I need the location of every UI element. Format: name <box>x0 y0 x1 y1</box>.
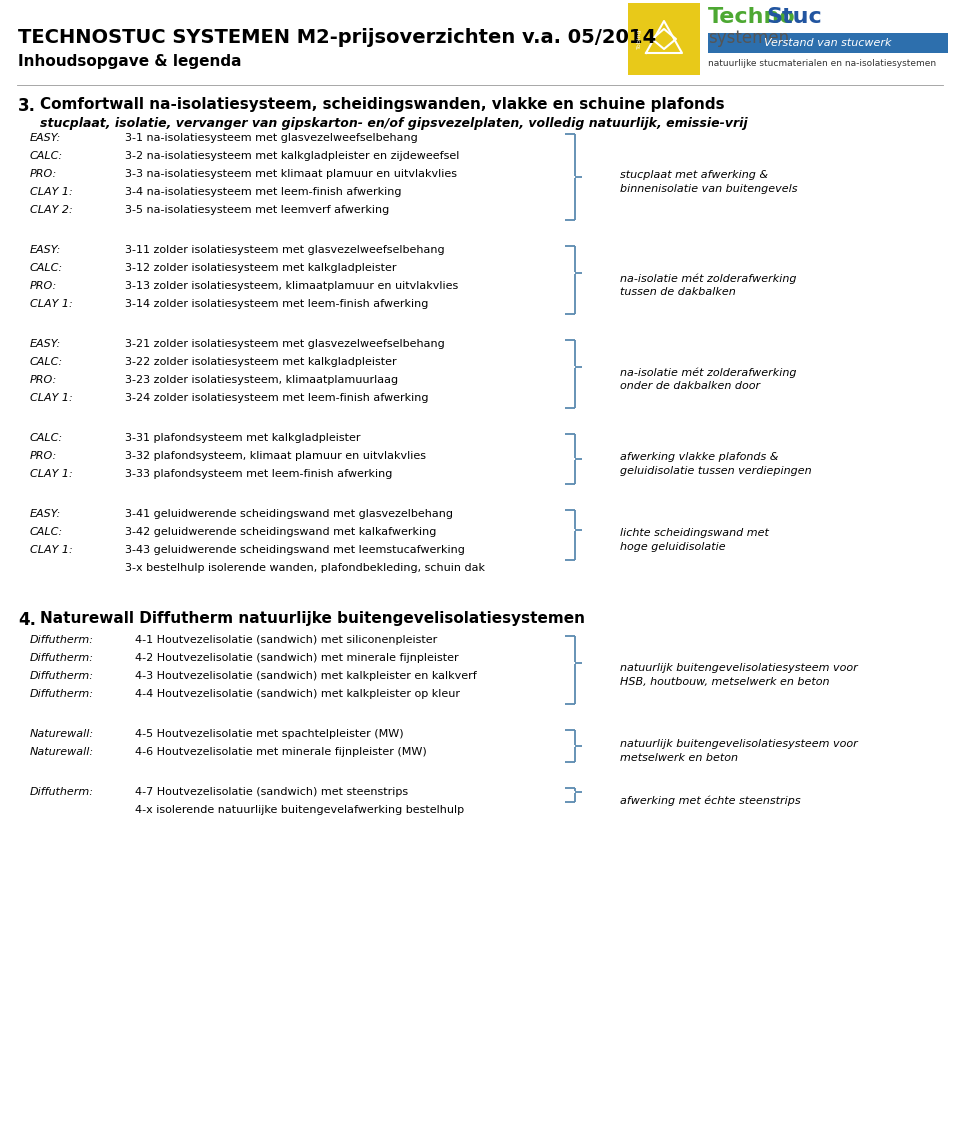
Text: 3-3 na-isolatiesysteem met klimaat plamuur en uitvlakvlies: 3-3 na-isolatiesysteem met klimaat plamu… <box>125 169 457 179</box>
Text: Verstand van stucwerk: Verstand van stucwerk <box>764 39 892 48</box>
Text: 4-3 Houtvezelisolatie (sandwich) met kalkpleister en kalkverf: 4-3 Houtvezelisolatie (sandwich) met kal… <box>135 671 477 681</box>
Text: 4.: 4. <box>18 611 36 629</box>
Text: natuurlijk buitengevelisolatiesysteem voor: natuurlijk buitengevelisolatiesysteem vo… <box>620 663 857 673</box>
Text: CLAY 1:: CLAY 1: <box>30 545 73 555</box>
Bar <box>708 33 948 53</box>
Text: TECHNOSTUC SYSTEMEN M2-prijsoverzichten v.a. 05/2014: TECHNOSTUC SYSTEMEN M2-prijsoverzichten … <box>18 28 656 46</box>
Text: 3-11 zolder isolatiesysteem met glasvezelweefselbehang: 3-11 zolder isolatiesysteem met glasveze… <box>125 245 444 255</box>
Text: Naturewall Diffutherm natuurlijke buitengevelisolatiesystemen: Naturewall Diffutherm natuurlijke buiten… <box>40 611 585 627</box>
Text: Inhoudsopgave & legenda: Inhoudsopgave & legenda <box>18 54 242 69</box>
Text: CLAY 1:: CLAY 1: <box>30 187 73 197</box>
Text: PRO:: PRO: <box>30 375 58 385</box>
Text: 3-43 geluidwerende scheidingswand met leemstucafwerking: 3-43 geluidwerende scheidingswand met le… <box>125 545 465 555</box>
Text: 3-5 na-isolatiesysteem met leemverf afwerking: 3-5 na-isolatiesysteem met leemverf afwe… <box>125 205 389 215</box>
Text: Diffutherm:: Diffutherm: <box>30 787 94 796</box>
Text: CALC:: CALC: <box>30 433 63 443</box>
Text: CLAY 2:: CLAY 2: <box>30 205 73 215</box>
Text: 4-2 Houtvezelisolatie (sandwich) met minerale fijnpleister: 4-2 Houtvezelisolatie (sandwich) met min… <box>135 653 459 663</box>
Text: CLAY 1:: CLAY 1: <box>30 299 73 309</box>
Text: PRO:: PRO: <box>30 281 58 291</box>
Text: geluidisolatie tussen verdiepingen: geluidisolatie tussen verdiepingen <box>620 466 811 476</box>
Text: Naturewall:: Naturewall: <box>30 729 94 739</box>
Bar <box>628 3 700 75</box>
Text: afwerking met échte steenstrips: afwerking met échte steenstrips <box>620 795 801 806</box>
Text: 3-24 zolder isolatiesysteem met leem-finish afwerking: 3-24 zolder isolatiesysteem met leem-fin… <box>125 393 428 403</box>
Text: 3-13 zolder isolatiesysteem, klimaatplamuur en uitvlakvlies: 3-13 zolder isolatiesysteem, klimaatplam… <box>125 281 458 291</box>
Text: 3-22 zolder isolatiesysteem met kalkgladpleister: 3-22 zolder isolatiesysteem met kalkglad… <box>125 357 396 367</box>
Text: 4-1 Houtvezelisolatie (sandwich) met siliconenpleister: 4-1 Houtvezelisolatie (sandwich) met sil… <box>135 634 437 645</box>
Text: 3-12 zolder isolatiesysteem met kalkgladpleister: 3-12 zolder isolatiesysteem met kalkglad… <box>125 263 396 273</box>
Text: EASY:: EASY: <box>30 133 61 143</box>
Text: CALC:: CALC: <box>30 263 63 273</box>
Text: 4-7 Houtvezelisolatie (sandwich) met steenstrips: 4-7 Houtvezelisolatie (sandwich) met ste… <box>135 787 408 796</box>
Text: onder de dakbalken door: onder de dakbalken door <box>620 381 760 391</box>
Text: 3-42 geluidwerende scheidingswand met kalkafwerking: 3-42 geluidwerende scheidingswand met ka… <box>125 527 437 537</box>
Text: na-isolatie mét zolderafwerking: na-isolatie mét zolderafwerking <box>620 367 797 377</box>
Text: 4-5 Houtvezelisolatie met spachtelpleister (MW): 4-5 Houtvezelisolatie met spachtelpleist… <box>135 729 403 739</box>
Text: 3-1 na-isolatiesysteem met glasvezelweefselbehang: 3-1 na-isolatiesysteem met glasvezelweef… <box>125 133 418 143</box>
Text: na-isolatie mét zolderafwerking: na-isolatie mét zolderafwerking <box>620 273 797 283</box>
Text: hoge geluidisolatie: hoge geluidisolatie <box>620 542 726 552</box>
Text: Diffutherm:: Diffutherm: <box>30 689 94 699</box>
Text: systemen: systemen <box>708 29 789 46</box>
Text: Diffutherm:: Diffutherm: <box>30 653 94 663</box>
Text: 4-x isolerende natuurlijke buitengevelafwerking bestelhulp: 4-x isolerende natuurlijke buitengevelaf… <box>135 806 464 815</box>
Text: 3-23 zolder isolatiesysteem, klimaatplamuurlaag: 3-23 zolder isolatiesysteem, klimaatplam… <box>125 375 398 385</box>
Text: tussen de dakbalken: tussen de dakbalken <box>620 287 735 297</box>
Text: PRO:: PRO: <box>30 169 58 179</box>
Text: 4-4 Houtvezelisolatie (sandwich) met kalkpleister op kleur: 4-4 Houtvezelisolatie (sandwich) met kal… <box>135 689 460 699</box>
Text: Comfortwall na-isolatiesysteem, scheidingswanden, vlakke en schuine plafonds: Comfortwall na-isolatiesysteem, scheidin… <box>40 97 725 112</box>
Text: 3-21 zolder isolatiesysteem met glasvezelweefselbehang: 3-21 zolder isolatiesysteem met glasveze… <box>125 339 444 349</box>
Text: Naturewall:: Naturewall: <box>30 747 94 757</box>
Text: afwerking vlakke plafonds &: afwerking vlakke plafonds & <box>620 452 779 462</box>
Text: stucplaat, isolatie, vervanger van gipskarton- en/of gipsvezelplaten, volledig n: stucplaat, isolatie, vervanger van gipsk… <box>40 117 748 130</box>
Text: Techno: Techno <box>708 7 796 27</box>
Text: lichte scheidingswand met: lichte scheidingswand met <box>620 528 769 538</box>
Text: stucplaat met afwerking &: stucplaat met afwerking & <box>620 170 768 180</box>
Text: 3-14 zolder isolatiesysteem met leem-finish afwerking: 3-14 zolder isolatiesysteem met leem-fin… <box>125 299 428 309</box>
Text: CALC:: CALC: <box>30 357 63 367</box>
Text: 3-41 geluidwerende scheidingswand met glasvezelbehang: 3-41 geluidwerende scheidingswand met gl… <box>125 509 453 519</box>
Text: Tobing: Tobing <box>637 28 642 49</box>
Text: 3-4 na-isolatiesysteem met leem-finish afwerking: 3-4 na-isolatiesysteem met leem-finish a… <box>125 187 401 197</box>
Text: 3-2 na-isolatiesysteem met kalkgladpleister en zijdeweefsel: 3-2 na-isolatiesysteem met kalkgladpleis… <box>125 151 460 161</box>
Text: 4-6 Houtvezelisolatie met minerale fijnpleister (MW): 4-6 Houtvezelisolatie met minerale fijnp… <box>135 747 427 757</box>
Text: natuurlijke stucmaterialen en na-isolatiesystemen: natuurlijke stucmaterialen en na-isolati… <box>708 59 936 68</box>
Text: 3-32 plafondsysteem, klimaat plamuur en uitvlakvlies: 3-32 plafondsysteem, klimaat plamuur en … <box>125 451 426 461</box>
Text: 3-33 plafondsysteem met leem-finish afwerking: 3-33 plafondsysteem met leem-finish afwe… <box>125 469 393 479</box>
Text: Diffutherm:: Diffutherm: <box>30 634 94 645</box>
Text: CALC:: CALC: <box>30 151 63 161</box>
Text: binnenisolatie van buitengevels: binnenisolatie van buitengevels <box>620 184 798 194</box>
Text: EASY:: EASY: <box>30 245 61 255</box>
Text: PRO:: PRO: <box>30 451 58 461</box>
Text: CALC:: CALC: <box>30 527 63 537</box>
Text: Diffutherm:: Diffutherm: <box>30 671 94 681</box>
Text: 3-x bestelhulp isolerende wanden, plafondbekleding, schuin dak: 3-x bestelhulp isolerende wanden, plafon… <box>125 563 485 573</box>
Text: 3-31 plafondsysteem met kalkgladpleister: 3-31 plafondsysteem met kalkgladpleister <box>125 433 361 443</box>
Text: CLAY 1:: CLAY 1: <box>30 469 73 479</box>
Text: metselwerk en beton: metselwerk en beton <box>620 753 738 763</box>
Text: 3.: 3. <box>18 97 36 116</box>
Text: EASY:: EASY: <box>30 339 61 349</box>
Text: EASY:: EASY: <box>30 509 61 519</box>
Text: HSB, houtbouw, metselwerk en beton: HSB, houtbouw, metselwerk en beton <box>620 678 829 687</box>
Text: Stuc: Stuc <box>766 7 822 27</box>
Text: CLAY 1:: CLAY 1: <box>30 393 73 403</box>
Text: natuurlijk buitengevelisolatiesysteem voor: natuurlijk buitengevelisolatiesysteem vo… <box>620 739 857 749</box>
